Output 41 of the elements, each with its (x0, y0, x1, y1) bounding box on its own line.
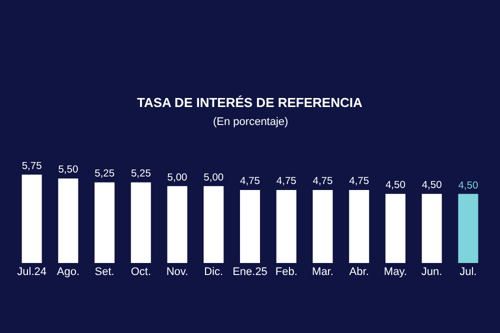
x-tick-label: Ene.25 (232, 266, 268, 278)
bar (204, 186, 224, 263)
data-label: 4,75 (276, 176, 297, 188)
x-tick-label: Nov. (166, 266, 188, 278)
data-label: 5,75 (22, 160, 42, 172)
data-label: 4,75 (349, 176, 370, 188)
chart-title: TASA DE INTERÉS DE REFERENCIA (137, 95, 363, 110)
x-tick-label: Dic. (204, 266, 224, 278)
x-tick-label: Abr. (349, 266, 369, 278)
x-tick-label: Ago. (56, 266, 80, 278)
data-label: 4,50 (422, 180, 442, 192)
bar (240, 190, 260, 263)
data-label: 5,00 (204, 172, 224, 184)
chart-subtitle: (En porcentaje) (213, 116, 288, 128)
bar (312, 190, 333, 263)
data-label: 5,50 (58, 164, 78, 176)
x-tick-label: Jun. (421, 266, 442, 278)
bar (58, 178, 78, 263)
bar (349, 190, 370, 263)
bar (422, 194, 442, 263)
data-label: 4,75 (312, 176, 333, 188)
data-label: 4,50 (385, 180, 406, 192)
x-tick-label: Oct. (130, 266, 151, 278)
x-tick-label: May. (384, 266, 407, 278)
data-label: 4,50 (458, 180, 478, 192)
x-tick-label: Feb. (275, 266, 298, 278)
data-label: 5,00 (167, 172, 188, 184)
data-label: 5,25 (94, 168, 115, 180)
x-tick-label: Jul.24 (17, 266, 46, 278)
x-tick-label: Jul. (460, 266, 477, 278)
x-tick-label: Mar. (312, 266, 334, 278)
bar (458, 194, 478, 263)
data-label: 4,75 (240, 176, 260, 188)
bar (385, 194, 406, 263)
bar (22, 174, 42, 263)
bar (130, 182, 151, 263)
bar (167, 186, 188, 263)
bar (276, 190, 296, 263)
bar (94, 182, 115, 263)
data-label: 5,25 (130, 168, 152, 180)
x-tick-label: Set. (94, 266, 114, 278)
